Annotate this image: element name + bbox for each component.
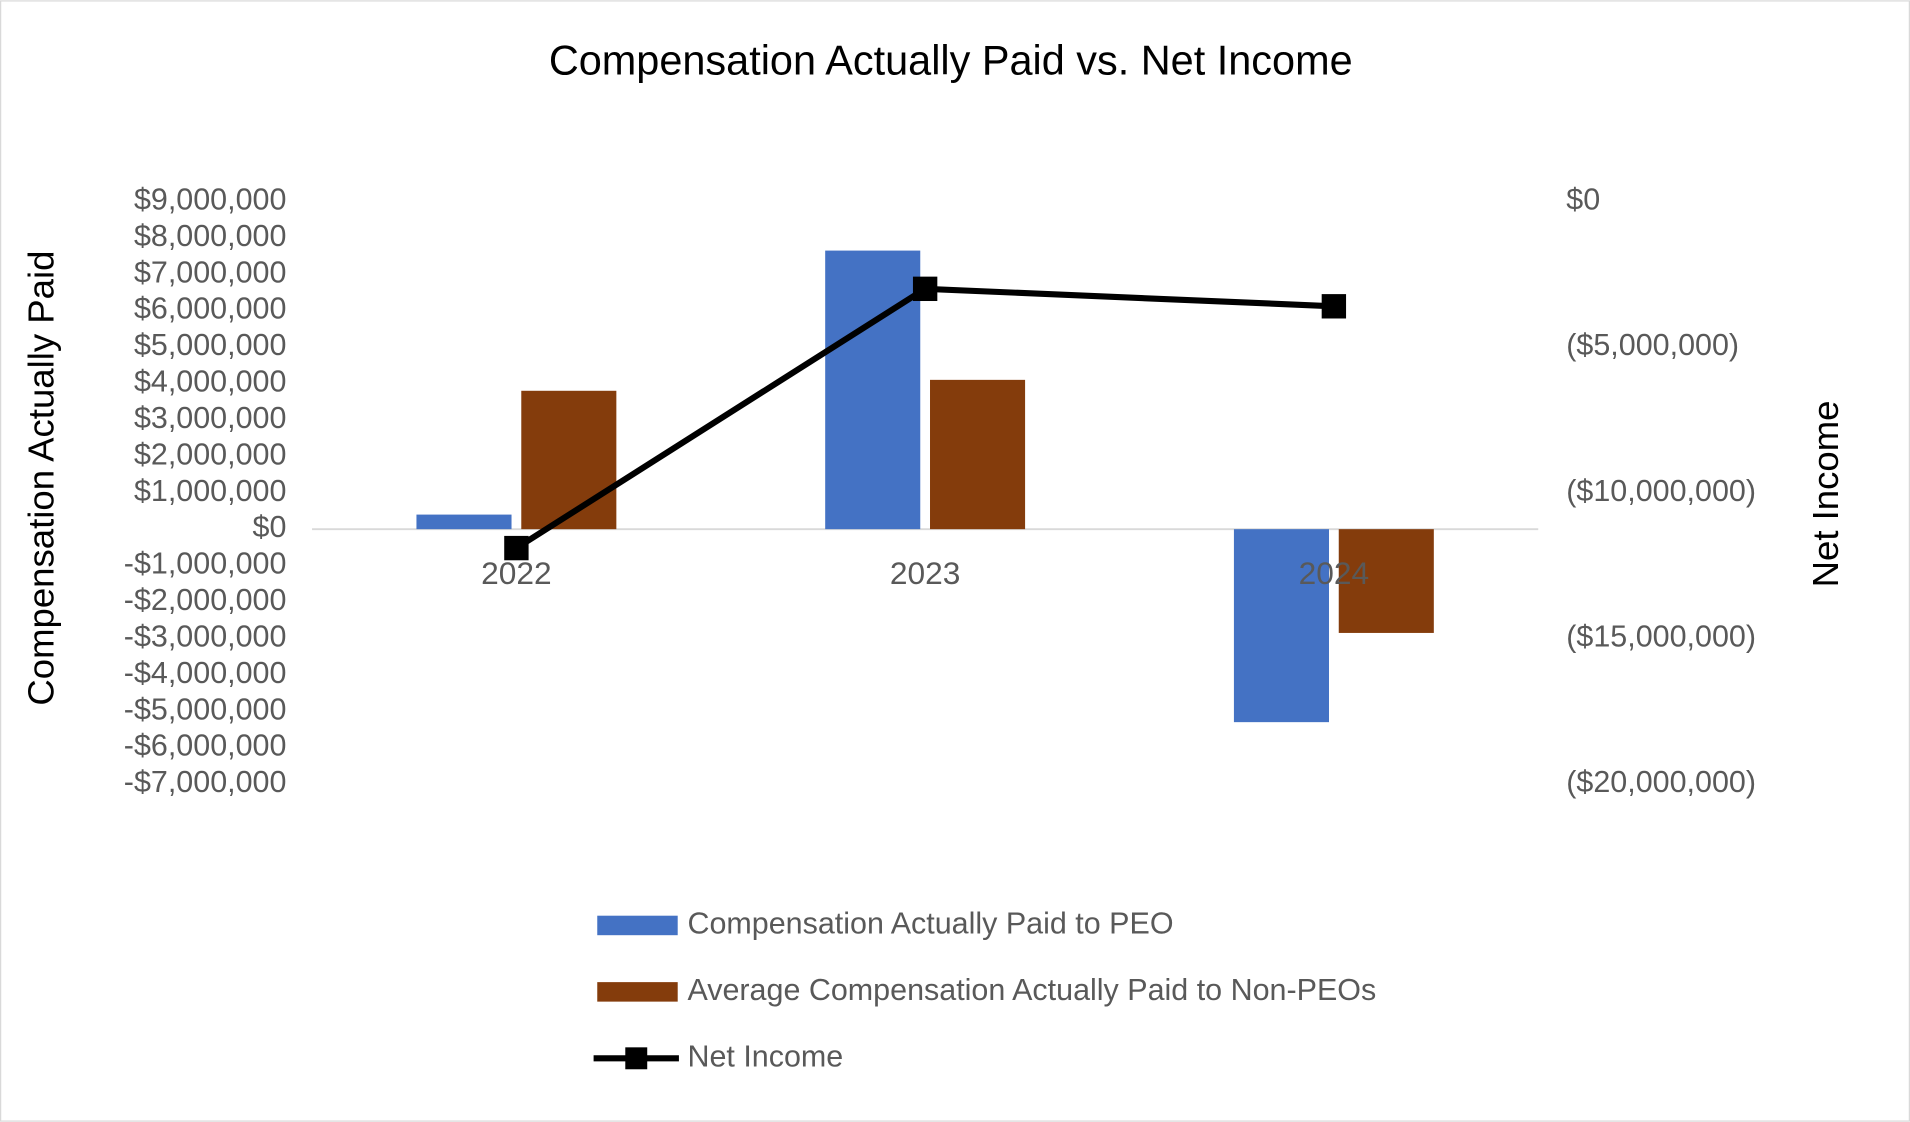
x-tick-label: 2023 [890,555,961,591]
y2-axis-title: Net Income [1805,401,1846,588]
legend-swatch [597,915,678,936]
y-tick-label: $0 [253,510,287,544]
legend-swatch-marker [625,1047,648,1070]
y-tick-label: -$2,000,000 [124,583,287,617]
bar [930,379,1026,530]
bar [416,514,512,530]
y-tick-label: $3,000,000 [134,401,287,435]
bar [1338,529,1434,633]
y-tick-label: $4,000,000 [134,365,287,399]
y-tick-label: $2,000,000 [134,437,287,471]
y-tick-label: $9,000,000 [134,182,287,216]
chart-title: Compensation Actually Paid vs. Net Incom… [549,37,1353,84]
line-marker [504,535,529,561]
y-tick-label: $7,000,000 [134,255,287,289]
y-tick-label: -$3,000,000 [124,619,287,653]
y-tick-label: -$6,000,000 [124,729,287,763]
y-tick-label: -$7,000,000 [124,765,287,799]
y-tick-label: -$4,000,000 [124,656,287,690]
x-tick-label: 2024 [1299,555,1369,591]
legend-swatch [597,982,678,1002]
y-tick-label: $6,000,000 [134,292,287,326]
y-tick-label: $5,000,000 [134,328,287,362]
bar [1233,529,1329,723]
y2-tick-label: ($15,000,000) [1566,619,1756,653]
line-marker [912,276,938,302]
y2-tick-label: ($10,000,000) [1566,474,1756,508]
bar [825,250,921,530]
y-tick-label: $8,000,000 [134,219,287,253]
legend-label: Average Compensation Actually Paid to No… [687,973,1376,1007]
y2-tick-label: ($5,000,000) [1566,328,1739,362]
y-axis-title: Compensation Actually Paid [21,251,62,706]
y-tick-label: $1,000,000 [134,474,287,508]
y2-tick-label: ($20,000,000) [1566,765,1756,799]
y2-tick-label: $0 [1566,182,1600,216]
legend-label: Compensation Actually Paid to PEO [687,906,1173,940]
line-marker [1321,294,1347,319]
y-tick-label: -$1,000,000 [124,547,287,581]
y-tick-label: -$5,000,000 [124,692,287,726]
bar [521,390,617,530]
x-tick-label: 2022 [481,555,552,591]
legend-label: Net Income [687,1039,843,1073]
